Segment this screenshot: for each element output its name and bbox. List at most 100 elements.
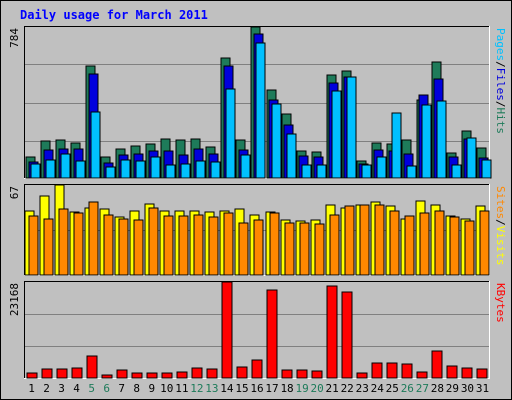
pages-bar xyxy=(195,160,206,179)
sites-bar xyxy=(88,201,99,276)
x-tick-label: 15 xyxy=(235,382,248,395)
x-tick-label: 6 xyxy=(103,382,110,395)
x-tick-label: 14 xyxy=(220,382,234,395)
sites-bar xyxy=(133,219,144,276)
sites-bar xyxy=(193,214,204,276)
kbytes-bar xyxy=(386,362,398,379)
x-tick-label: 20 xyxy=(311,382,324,395)
x-tick-label: 22 xyxy=(341,382,354,395)
pages-bar xyxy=(120,159,131,179)
kbytes-bar xyxy=(446,365,458,379)
kbytes-bar xyxy=(266,289,278,379)
sites-bar xyxy=(464,220,475,276)
kbytes-bar xyxy=(281,369,293,379)
x-tick-label: 21 xyxy=(326,382,339,395)
sites-bar xyxy=(404,215,415,276)
pages-bar xyxy=(90,111,101,179)
hits-files-pages-legend-item: / xyxy=(494,61,507,68)
pages-bar xyxy=(406,165,417,179)
pages-bar xyxy=(316,164,327,179)
sites-bar xyxy=(284,222,295,276)
pages-bar xyxy=(451,164,462,179)
hits-files-pages-legend-item: Pages xyxy=(494,28,507,61)
x-tick-label: 11 xyxy=(175,382,188,395)
pages-bar xyxy=(30,163,41,179)
x-tick-label: 2 xyxy=(43,382,50,395)
sites-bar xyxy=(73,212,84,276)
hits-files-pages-legend-item: Files xyxy=(494,68,507,101)
sites-bar xyxy=(28,215,39,276)
kbytes-bar xyxy=(431,350,443,379)
sites-bar xyxy=(163,215,174,276)
sites-bar xyxy=(118,218,129,276)
kbytes-bar xyxy=(461,367,473,379)
kbytes-bar xyxy=(41,368,53,379)
x-tick-label: 17 xyxy=(265,382,278,395)
x-tick-label: 24 xyxy=(371,382,385,395)
x-tick-label: 19 xyxy=(295,382,308,395)
kbytes-bar xyxy=(176,371,188,379)
kbytes-legend: KBytes xyxy=(494,283,507,323)
visits-ytick-label: 67 xyxy=(8,186,21,199)
x-tick-label: 31 xyxy=(476,382,489,395)
pages-bar xyxy=(481,159,492,179)
pages-bar xyxy=(150,156,161,179)
hits-files-pages-legend-item: / xyxy=(494,101,507,108)
x-tick-label: 12 xyxy=(190,382,203,395)
kbytes-bar xyxy=(26,372,38,379)
pages-bar xyxy=(105,166,116,179)
kbytes-bar xyxy=(131,372,143,379)
visits-sites-legend-item: Visits xyxy=(494,226,507,266)
kbytes-bar xyxy=(221,281,233,379)
sites-bar xyxy=(103,214,114,276)
pages-bar xyxy=(240,154,251,179)
sites-bar xyxy=(359,204,370,276)
pages-bar xyxy=(391,112,402,179)
x-tick-label: 3 xyxy=(58,382,65,395)
sites-bar xyxy=(389,210,400,276)
hits-ytick-label: 784 xyxy=(8,28,21,48)
sites-bar xyxy=(178,215,189,276)
x-tick-label: 1 xyxy=(28,382,35,395)
pages-bar xyxy=(436,100,447,179)
visits-sites-legend-item: / xyxy=(494,219,507,226)
sites-bar xyxy=(148,207,159,276)
kbytes-bar xyxy=(311,370,323,379)
kbytes-bar xyxy=(341,291,353,379)
x-tick-label: 10 xyxy=(160,382,173,395)
sites-bar xyxy=(479,210,490,276)
kbytes-bar xyxy=(251,359,263,379)
sites-bar xyxy=(58,208,69,276)
x-tick-label: 18 xyxy=(280,382,293,395)
x-tick-label: 9 xyxy=(148,382,155,395)
sites-bar xyxy=(434,210,445,276)
pages-bar xyxy=(271,103,282,179)
visits-sites-legend-item: Sites xyxy=(494,186,507,219)
pages-bar xyxy=(75,160,86,179)
x-tick-label: 8 xyxy=(133,382,140,395)
pages-bar xyxy=(421,104,432,179)
pages-bar xyxy=(301,164,312,179)
x-tick-label: 26 xyxy=(401,382,414,395)
sites-bar xyxy=(449,216,460,276)
pages-bar xyxy=(286,133,297,179)
kbytes-bar xyxy=(191,367,203,379)
sites-bar xyxy=(223,212,234,276)
pages-bar xyxy=(331,90,342,179)
kbytes-bar xyxy=(476,368,488,379)
kbytes-bar xyxy=(401,363,413,379)
kbytes-bar xyxy=(296,369,308,379)
chart-title: Daily usage for March 2011 xyxy=(20,8,208,22)
kbytes-legend-item: KBytes xyxy=(494,283,507,323)
pages-bar xyxy=(60,153,71,179)
kbytes-bar xyxy=(71,367,83,379)
sites-bar xyxy=(374,204,385,276)
pages-bar xyxy=(466,137,477,179)
x-tick-label: 27 xyxy=(416,382,429,395)
kbytes-bar xyxy=(56,368,68,379)
sites-bar xyxy=(269,212,280,276)
pages-bar xyxy=(376,156,387,179)
x-tick-label: 23 xyxy=(356,382,369,395)
